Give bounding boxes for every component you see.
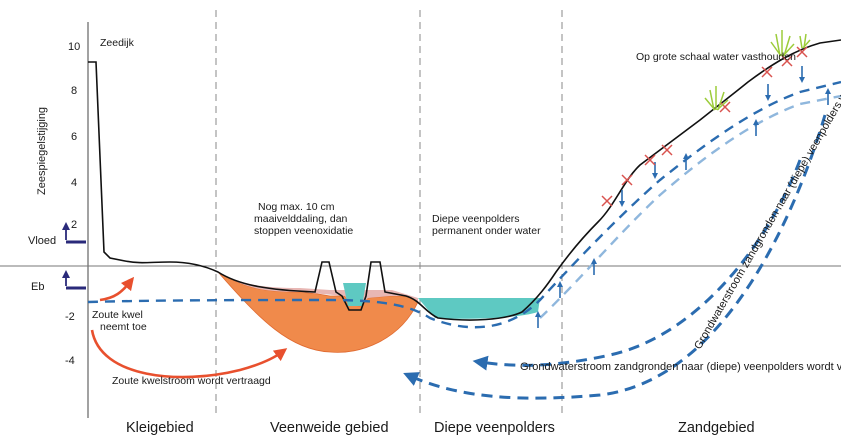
- saline-seepage-flow-arrow: [90, 329, 288, 379]
- polder-note-line: Diepe veenpolders: [432, 213, 520, 225]
- zone-label: Kleigebied: [126, 420, 194, 436]
- zone-label: Zandgebied: [678, 420, 755, 436]
- y-tick-label: 2: [71, 219, 77, 231]
- y-tick-label: 6: [71, 131, 77, 143]
- cross-icon: [796, 46, 808, 58]
- y-tick-label: 4: [71, 177, 77, 189]
- zone-label: Diepe veenpolders: [434, 420, 555, 436]
- polder-water: [418, 298, 540, 319]
- down-arrow-icon: [764, 83, 772, 102]
- groundwater-flow-label: Grondwaterstroom zandgronden naar (diepe…: [520, 361, 841, 373]
- groundwater-level-line: [87, 80, 841, 329]
- seepage-flow-label: Zoute kwelstroom wordt vertraagd: [112, 375, 271, 387]
- groundwater-flow-arrow: [403, 114, 827, 400]
- cross-icon: [719, 101, 731, 113]
- groundwater-level-line-light: [539, 94, 841, 319]
- polder-note-line: permanent onder water: [432, 225, 541, 237]
- saline-seepage-arrow: [99, 276, 135, 302]
- up-arrow-icon: [534, 310, 542, 329]
- seepage-label-line: Zoute kwel: [92, 309, 143, 321]
- seepage-label-line: neemt toe: [100, 321, 147, 333]
- cross-icon: [621, 174, 633, 186]
- cross-icon: [644, 154, 656, 166]
- y-axis-title: Zeespiegelstijging: [36, 107, 48, 195]
- y-tick-label: 8: [71, 85, 77, 97]
- peat-note-line: stoppen veenoxidatie: [254, 225, 353, 237]
- up-arrow-icon: [752, 118, 760, 137]
- tide-high-label: Vloed: [28, 235, 56, 247]
- y-tick-label: -2: [65, 311, 75, 323]
- tide-low-label: Eb: [31, 281, 44, 293]
- ground-surface-line: [88, 39, 841, 321]
- reed-icon: [770, 30, 795, 57]
- reed-icon: [704, 86, 729, 111]
- down-arrow-icon: [798, 65, 806, 84]
- peat-note-line: Nog max. 10 cm: [258, 201, 335, 213]
- subsidence-band: [218, 272, 418, 306]
- up-arrow-icon: [824, 87, 832, 106]
- cross-icon: [781, 55, 793, 67]
- sand-note: Op grote schaal water vasthouden: [636, 51, 796, 63]
- y-tick-label: 10: [68, 41, 80, 53]
- cross-icon: [601, 195, 613, 207]
- y-tick-label: -4: [65, 355, 75, 367]
- tide-high-marker: [62, 222, 86, 244]
- tide-low-marker: [62, 270, 86, 290]
- cross-icon: [661, 144, 673, 156]
- peat-note-line: maaivelddaling, dan: [254, 213, 348, 225]
- dike-label: Zeedijk: [100, 37, 135, 49]
- groundwater-flow-arrow: [472, 159, 802, 371]
- reed-icon: [799, 33, 811, 49]
- zone-label: Veenweide gebied: [270, 420, 389, 436]
- cross-icon: [761, 66, 773, 78]
